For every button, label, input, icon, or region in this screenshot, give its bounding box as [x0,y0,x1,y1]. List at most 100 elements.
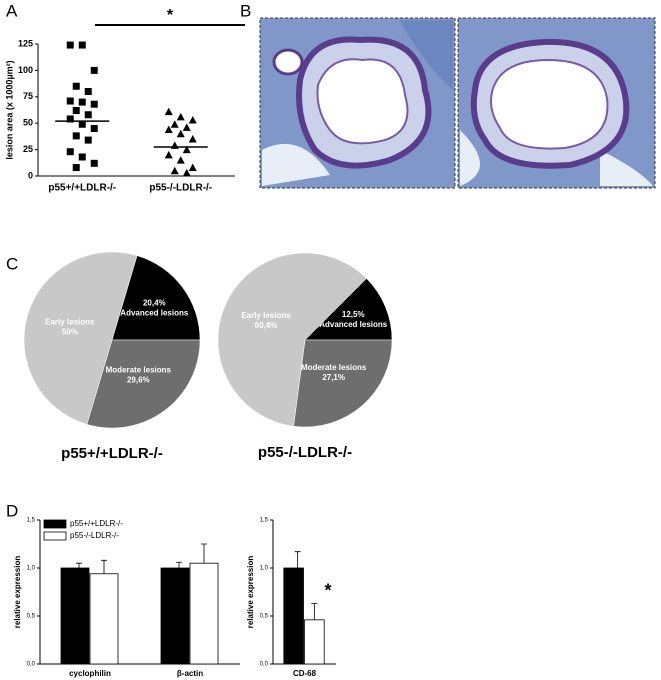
y-tick-label: 0,5 [27,614,36,620]
micrograph [259,17,456,189]
x-tick-label: p55+/+LDLR-/- [48,183,116,194]
data-point [164,107,173,116]
y-tick-label: 125 [18,38,33,48]
data-point [78,120,86,128]
y-tick-label: 1,0 [260,566,269,572]
data-point [84,136,92,144]
slice-label: Early lesions [45,318,95,327]
slice-label: 50% [62,328,78,337]
legend-swatch [43,531,67,541]
pie-slice [86,339,201,429]
data-point [170,120,179,128]
slice-label: 12,5% [342,310,365,319]
data-point [188,163,197,172]
significance-label: * [167,7,174,24]
x-tick-label: β-actin [177,669,203,678]
data-point [188,116,197,124]
data-point [78,41,86,49]
data-point [90,159,98,167]
data-point [78,153,86,161]
slice-label: 29,6% [127,375,150,384]
data-point [66,41,74,49]
data-point [72,82,80,90]
data-point [90,100,98,108]
y-tick-label: 0,0 [260,662,269,668]
legend-label: p55+/+LDLR-/- [70,519,123,528]
y-tick-label: 75 [23,91,33,101]
y-tick-label: 25 [23,144,33,154]
error-bar [176,561,182,568]
slice-label: Advanced lesions [120,309,189,318]
data-point [164,150,173,159]
error-bar [101,559,107,574]
error-bar [201,543,207,564]
panel-label: B [240,1,251,20]
data-point [176,156,185,164]
error-bar [294,551,301,568]
panel-label: C [6,254,18,273]
y-tick-label: 1,5 [260,518,269,524]
y-tick-label: 1,5 [27,518,36,524]
data-point [84,111,92,119]
y-tick-label: 100 [18,65,33,75]
data-point [72,107,80,115]
legend-label: p55-/-LDLR-/- [70,531,119,540]
bar [160,567,190,665]
data-point [164,125,173,134]
data-point [176,129,185,138]
pie-slice [23,251,138,425]
panel-label: A [6,1,18,20]
bar [304,619,325,665]
data-point [170,166,179,175]
x-tick-label: CD-68 [293,669,317,678]
pie-slice [111,255,201,341]
bar [89,573,119,665]
y-axis-label: lesion area (x 1000µm²) [4,60,14,159]
data-point [72,132,80,140]
data-point [72,164,80,172]
y-tick-label: 0 [28,170,33,180]
slice-label: 27,1% [322,373,345,382]
data-point [78,98,86,106]
slice-label: Moderate lesions [106,365,172,374]
y-axis-label: relative expression [246,556,255,629]
data-point [170,141,179,149]
error-bar [76,562,82,568]
bar [60,567,90,665]
pie-slice [217,252,367,427]
y-tick-label: 50 [23,118,33,128]
slice-label: Early lesions [241,311,291,320]
data-point [182,123,191,131]
bar [283,567,304,665]
pie-title: p55+/+LDLR-/- [61,445,163,462]
x-tick-label: p55-/-LDLR-/- [149,183,212,194]
slice-label: 60,4% [255,321,278,330]
slice-label: Moderate lesions [301,363,367,372]
data-point [90,66,98,74]
data-point [188,135,197,143]
micrograph [457,17,656,189]
data-point [182,145,191,154]
y-tick-label: 1,0 [27,566,36,572]
legend-swatch [43,519,67,529]
pie-title: p55-/-LDLR-/- [258,444,352,461]
error-bar [311,603,318,620]
bar [189,562,219,665]
data-point [66,115,74,123]
panel-label: D [6,501,18,520]
y-tick-label: 0,5 [260,614,269,620]
data-point [66,148,74,156]
y-axis-label: relative expression [13,556,22,629]
slice-label: 20,4% [143,299,166,308]
significance-label: * [324,580,331,600]
y-tick-label: 0,0 [27,662,36,668]
data-point [66,97,74,105]
x-tick-label: cyclophilin [69,669,111,678]
data-point [90,124,98,132]
slice-label: Advanced lesions [319,320,388,329]
data-point [176,112,185,121]
pie-slice [293,339,393,428]
data-point [84,88,92,96]
pie-slice [304,278,393,341]
